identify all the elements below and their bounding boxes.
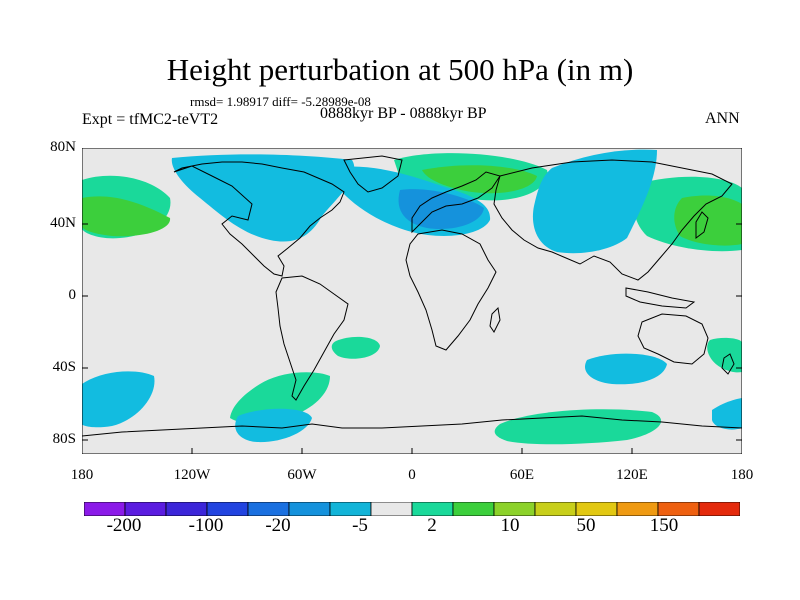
y-tick-label: 40S — [52, 359, 76, 375]
colorbar-label: 150 — [649, 515, 679, 536]
coastlines — [82, 155, 742, 437]
y-tick-label: 0 — [68, 287, 77, 303]
north-atlantic-core — [422, 165, 537, 194]
colorbar-swatch — [329, 502, 372, 516]
coast-madagascar — [489, 306, 501, 333]
x-tick-label: 180 — [70, 467, 94, 483]
x-tick-label: 180 — [730, 467, 754, 483]
coast-antarctica — [82, 415, 742, 437]
coast-indonesia — [625, 287, 696, 309]
y-tick-label: 80S — [52, 431, 76, 447]
colorbar-swatch — [370, 502, 413, 516]
plot-title: Height perturbation at 500 hPa (in m) — [166, 52, 634, 87]
coast-north-america — [173, 161, 345, 277]
colorbar-swatch — [657, 502, 700, 516]
coast-africa — [405, 229, 497, 351]
colorbar-swatch — [534, 502, 577, 516]
siberia-blue — [532, 149, 657, 254]
colorbar-label: 10 — [500, 515, 520, 536]
colorbar-swatch — [124, 502, 167, 516]
coast-new-zealand — [721, 353, 735, 375]
y-tick-label: 80N — [50, 139, 76, 155]
height-perturbation-map — [82, 148, 742, 454]
x-tick-label: 60E — [509, 467, 535, 483]
south-atlantic-blue — [235, 408, 312, 443]
coast-europe — [411, 171, 501, 234]
south-pacific-west-blue — [82, 371, 155, 428]
coast-australia — [637, 313, 709, 365]
axis-ticks — [82, 148, 742, 454]
east-australia-green — [707, 337, 742, 373]
colorbar-label: -100 — [188, 515, 224, 536]
colorbar-swatch — [288, 502, 331, 516]
south-pacific-small-green — [331, 336, 380, 359]
x-tick-label: 120E — [616, 467, 648, 483]
south-east-pacific-blue — [712, 398, 742, 430]
y-tick-label: 40N — [50, 215, 76, 231]
colorbar-swatch — [452, 502, 495, 516]
colorbar-swatch — [616, 502, 659, 516]
colorbar-label: -20 — [265, 515, 291, 536]
season-label: ANN — [705, 110, 740, 127]
coast-south-america — [275, 275, 349, 401]
colorbar-swatch — [165, 502, 208, 516]
coast-greenland — [343, 155, 403, 193]
coast-japan — [695, 211, 709, 239]
colorbar-swatch — [247, 502, 290, 516]
indian-ocean-blue — [584, 353, 667, 385]
negative-anomaly-regions — [82, 149, 742, 443]
coast-asia — [493, 159, 733, 281]
period-label: 0888kyr BP - 0888kyr BP — [320, 105, 487, 122]
north-pacific-west-core — [82, 196, 171, 237]
colorbar-swatch — [84, 502, 126, 516]
colorbar-label: -200 — [106, 515, 142, 536]
colorbar — [84, 502, 740, 516]
experiment-label: Expt = tfMC2-teVT2 — [82, 111, 219, 128]
rmsd-stats: rmsd= 1.98917 diff= -5.28989e-08 — [190, 94, 371, 109]
europe-core — [398, 189, 484, 230]
colorbar-swatch — [493, 502, 536, 516]
colorbar-label: 2 — [427, 515, 437, 536]
x-tick-label: 60W — [287, 467, 317, 483]
colorbar-swatch — [411, 502, 454, 516]
colorbar-label: 50 — [576, 515, 596, 536]
north-america-blue — [171, 154, 355, 242]
east-asia-core — [674, 195, 742, 246]
colorbar-swatch — [206, 502, 249, 516]
x-tick-label: 0 — [408, 467, 416, 483]
colorbar-label: -5 — [352, 515, 368, 536]
colorbar-swatch — [575, 502, 618, 516]
x-tick-label: 120W — [173, 467, 211, 483]
colorbar-swatch — [698, 502, 740, 516]
